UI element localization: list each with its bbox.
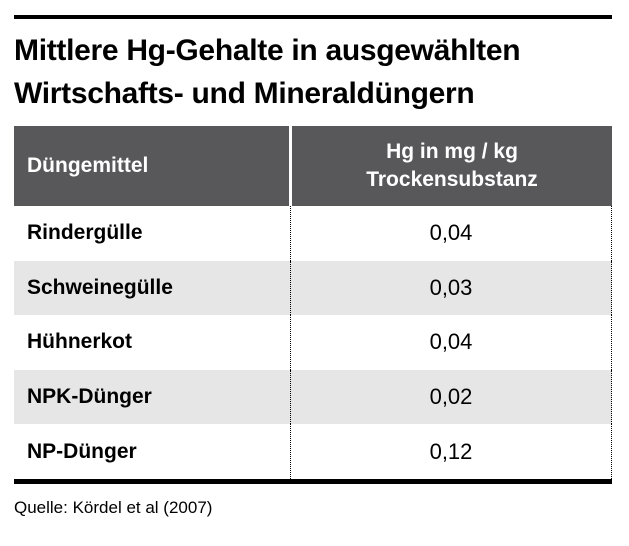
top-rule bbox=[14, 15, 612, 19]
row-label: NPK-Dünger bbox=[27, 385, 152, 409]
bottom-rule bbox=[14, 478, 612, 484]
table-row: NP-Dünger 0,12 bbox=[14, 424, 612, 479]
column-header-hg-line-1: Hg in mg / kg bbox=[386, 140, 518, 163]
row-value: 0,12 bbox=[290, 424, 612, 479]
column-header-duengemittel: Düngemittel bbox=[14, 126, 289, 206]
table-row: Rindergülle 0,04 bbox=[14, 206, 612, 261]
table-row: Schweinegülle 0,03 bbox=[14, 260, 612, 316]
row-value: 0,02 bbox=[290, 369, 612, 425]
source-caption: Quelle: Kördel et al (2007) bbox=[14, 497, 213, 517]
row-label: Hühnerkot bbox=[27, 330, 132, 354]
row-value: 0,03 bbox=[290, 260, 612, 316]
row-label: NP-Dünger bbox=[27, 439, 137, 463]
page-title-line-2: Wirtschafts- und Mineraldüngern bbox=[14, 77, 475, 110]
row-label: Rindergülle bbox=[27, 221, 143, 245]
page-title-line-1: Mittlere Hg-Gehalte in ausgewählten bbox=[14, 34, 521, 67]
page-title: Mittlere Hg-Gehalte in ausgewählten Wirts… bbox=[14, 29, 612, 115]
column-header-hg-line-2: Trockensubstanz bbox=[366, 168, 538, 191]
fertilizer-hg-table-infographic: Mittlere Hg-Gehalte in ausgewählten Wirts… bbox=[14, 15, 612, 518]
table-body: Rindergülle 0,04 Schweinegülle 0,03 Hühn… bbox=[14, 206, 612, 479]
row-value: 0,04 bbox=[290, 206, 612, 261]
row-label: Schweinegülle bbox=[27, 275, 173, 299]
column-header-hg-content: Hg in mg / kg Trockensubstanz bbox=[292, 126, 612, 206]
table-header-row: Düngemittel Hg in mg / kg Trockensubstan… bbox=[14, 126, 612, 206]
row-value: 0,04 bbox=[290, 315, 612, 370]
table-row: NPK-Dünger 0,02 bbox=[14, 369, 612, 425]
table-row: Hühnerkot 0,04 bbox=[14, 315, 612, 370]
